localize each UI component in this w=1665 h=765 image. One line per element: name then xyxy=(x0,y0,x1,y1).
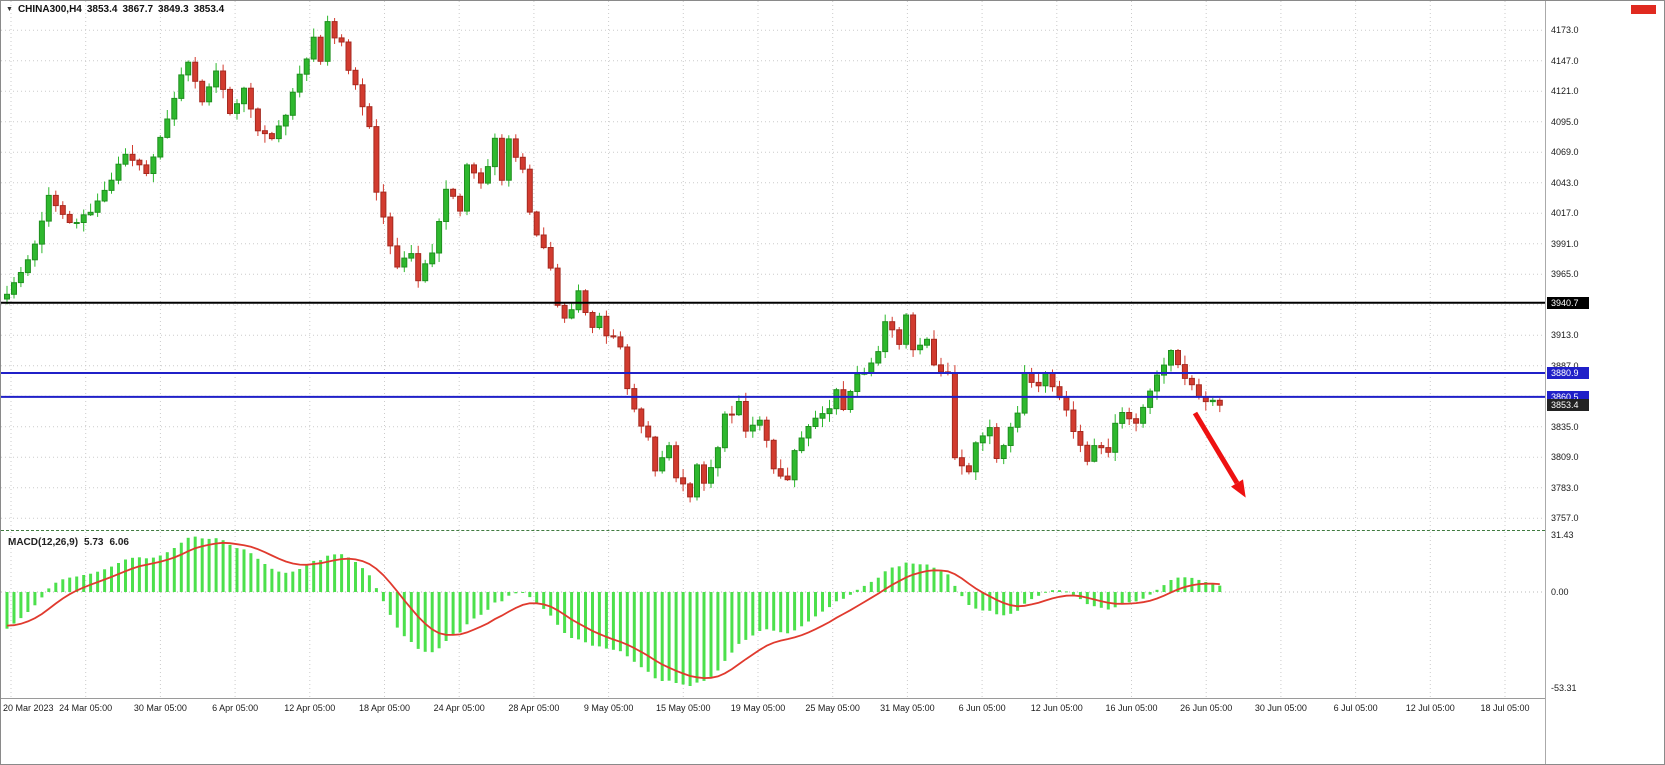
time-tick-label: 18 Apr 05:00 xyxy=(358,703,411,713)
price-tick-label: 3991.0 xyxy=(1551,238,1579,249)
price-tick-label: 3783.0 xyxy=(1551,482,1579,493)
price-tick-label: 4173.0 xyxy=(1551,25,1579,36)
time-tick-label: 18 Jul 05:00 xyxy=(1480,703,1530,713)
time-tick-label: 25 May 05:00 xyxy=(805,703,860,713)
candlestick-chart[interactable] xyxy=(1,1,1545,531)
time-axis[interactable]: 20 Mar 2023 24 Mar 05:00 30 Mar 05:00 6 Apr… xyxy=(1,699,1545,764)
macd-histogram xyxy=(5,536,1222,686)
candlestick-svg xyxy=(1,1,1545,531)
macd-signal-value: 6.06 xyxy=(109,537,129,548)
price-tick-label: 4095.0 xyxy=(1551,116,1579,127)
price-tick-label: 3809.0 xyxy=(1551,452,1579,463)
symbol-dropdown-icon[interactable]: ▼ xyxy=(6,6,13,13)
price-tick-label: 3757.0 xyxy=(1551,513,1579,524)
time-tick-label: 26 Jun 05:00 xyxy=(1180,703,1233,713)
macd-indicator-header: MACD(12,26,9) 5.73 6.06 xyxy=(8,537,129,548)
price-axis[interactable]: 4173.0 4147.0 4121.0 4095.0 4069.0 4043.0 4017… xyxy=(1545,1,1664,764)
price-tick-label: 4017.0 xyxy=(1551,208,1579,219)
time-tick-label: 6 Apr 05:00 xyxy=(212,703,259,713)
time-tick-label: 6 Jun 05:00 xyxy=(958,703,1006,713)
time-tick-label: 24 Apr 05:00 xyxy=(433,703,485,713)
price-tick-label: 3887.0 xyxy=(1551,360,1579,371)
macd-tick-label: 31.43 xyxy=(1551,530,1574,541)
time-tick-label: 30 Mar 05:00 xyxy=(133,703,187,713)
macd-panel[interactable] xyxy=(1,532,1545,698)
trend-arrow-annotation[interactable] xyxy=(1192,411,1246,498)
chart-grid xyxy=(1,1,1545,531)
time-tick-label: 6 Jul 05:00 xyxy=(1333,703,1378,713)
macd-signal-line xyxy=(6,541,1220,680)
price-tick-label: 4121.0 xyxy=(1551,86,1579,97)
ohlc-open: 3853.4 xyxy=(86,4,118,15)
axis-red-marker xyxy=(1631,5,1656,14)
time-tick-label: 24 Mar 05:00 xyxy=(59,703,113,713)
macd-tick-label: -53.31 xyxy=(1551,682,1577,693)
price-tick-label: 3913.0 xyxy=(1551,330,1579,341)
time-tick-label: 20 Mar 2023 xyxy=(3,703,54,713)
time-tick-label: 28 Apr 05:00 xyxy=(508,703,560,713)
symbol-period-label: CHINA300,H4 xyxy=(17,4,82,15)
panel-separator[interactable] xyxy=(1,530,1545,531)
time-tick-label: 19 May 05:00 xyxy=(730,703,786,713)
price-tick-label: 3835.0 xyxy=(1551,421,1579,432)
time-tick-label: 9 May 05:00 xyxy=(583,703,634,713)
level-price-label: 3880.9 xyxy=(1547,366,1589,379)
price-tick-label: 4069.0 xyxy=(1551,147,1579,158)
macd-indicator-name: MACD(12,26,9) xyxy=(8,537,79,548)
price-tick-label: 4043.0 xyxy=(1551,177,1579,188)
price-tick-label: 4147.0 xyxy=(1551,55,1579,66)
macd-value: 5.73 xyxy=(84,537,104,548)
candles xyxy=(4,15,1223,503)
ohlc-high: 3867.7 xyxy=(122,4,154,15)
time-tick-label: 15 May 05:00 xyxy=(656,703,711,713)
macd-svg xyxy=(1,532,1545,698)
time-tick-label: 31 May 05:00 xyxy=(880,703,935,713)
time-tick-label: 16 Jun 05:00 xyxy=(1105,703,1158,713)
time-tick-label: 12 Jul 05:00 xyxy=(1405,703,1455,713)
bottom-separator xyxy=(1,698,1664,699)
time-tick-label: 12 Jun 05:00 xyxy=(1030,703,1083,713)
level-lines[interactable] xyxy=(1,301,1545,398)
ohlc-low: 3849.3 xyxy=(158,4,189,15)
time-tick-label: 12 Apr 05:00 xyxy=(284,703,336,713)
macd-tick-label: 0.00 xyxy=(1551,587,1569,597)
chart-header: ▼ CHINA300,H4 3853.4 3867.7 3849.3 3853.… xyxy=(6,4,224,15)
ohlc-close: 3853.4 xyxy=(193,4,225,15)
price-tick-label: 3965.0 xyxy=(1551,269,1579,280)
current-price-label: 3853.4 xyxy=(1547,399,1589,412)
level-price-label: 3940.7 xyxy=(1547,296,1589,309)
time-tick-label: 30 Jun 05:00 xyxy=(1254,703,1307,713)
